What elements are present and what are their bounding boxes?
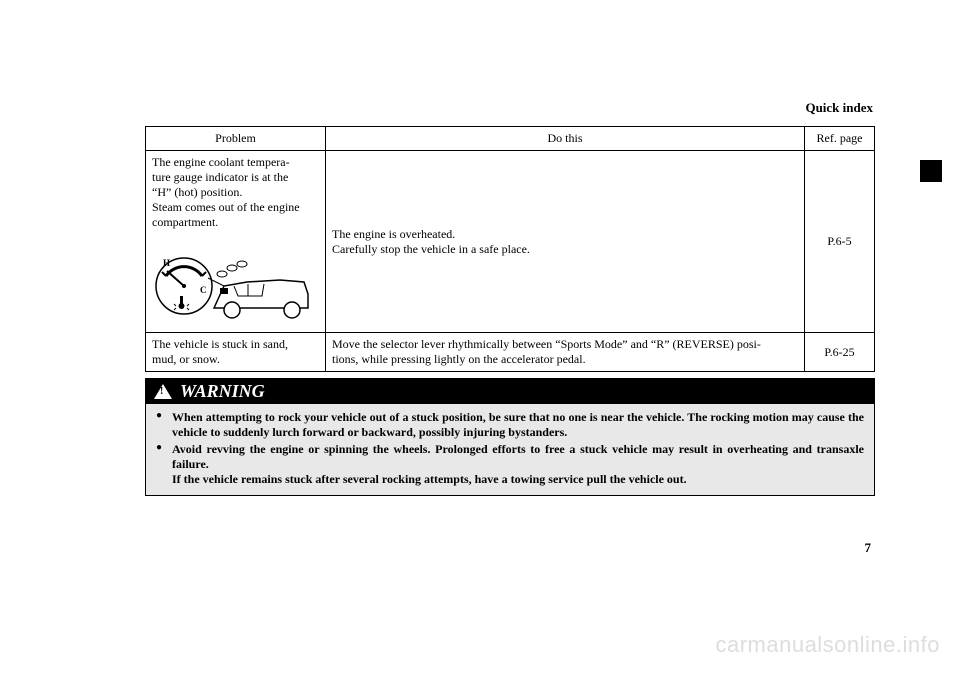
- warning-header: WARNING: [146, 379, 874, 404]
- problem-text: compartment.: [152, 215, 319, 230]
- warning-triangle-icon: [154, 384, 172, 399]
- troubleshoot-table: Problem Do this Ref. page The engine coo…: [145, 126, 875, 372]
- do-this-text: tions, while pressing lightly on the acc…: [332, 352, 798, 367]
- warning-item: Avoid revving the engine or spinning the…: [156, 442, 864, 487]
- do-this-text: Move the selector lever rhythmically bet…: [332, 337, 798, 352]
- watermark: carmanualsonline.info: [715, 632, 940, 658]
- th-ref-page: Ref. page: [805, 127, 875, 151]
- gauge-c-label: C: [200, 285, 207, 295]
- cell-do-this: Move the selector lever rhythmically bet…: [326, 333, 805, 372]
- warning-item: When attempting to rock your vehicle out…: [156, 410, 864, 440]
- do-this-text: The engine is overheated.: [332, 227, 798, 242]
- cell-problem: The vehicle is stuck in sand, mud, or sn…: [146, 333, 326, 372]
- problem-text: “H” (hot) position.: [152, 185, 319, 200]
- page-content: Quick index Problem Do this Ref. page Th…: [145, 100, 875, 496]
- problem-text: mud, or snow.: [152, 352, 319, 367]
- gauge-h-label: H: [163, 258, 170, 268]
- th-do-this: Do this: [326, 127, 805, 151]
- problem-text: Steam comes out of the engine: [152, 200, 319, 215]
- problem-text: The engine coolant tempera-: [152, 155, 319, 170]
- section-title: Quick index: [145, 100, 875, 116]
- warning-body: When attempting to rock your vehicle out…: [146, 404, 874, 495]
- page-number: 7: [865, 540, 872, 556]
- th-problem: Problem: [146, 127, 326, 151]
- problem-text: ture gauge indicator is at the: [152, 170, 319, 185]
- cell-problem: The engine coolant tempera- ture gauge i…: [146, 151, 326, 333]
- table-header-row: Problem Do this Ref. page: [146, 127, 875, 151]
- gauge-illustration: H C: [152, 238, 319, 328]
- cell-do-this: The engine is overheated. Carefully stop…: [326, 151, 805, 333]
- table-row: The vehicle is stuck in sand, mud, or sn…: [146, 333, 875, 372]
- section-tab: [920, 160, 942, 182]
- warning-box: WARNING When attempting to rock your veh…: [145, 378, 875, 496]
- cell-ref: P.6-5: [805, 151, 875, 333]
- cell-ref: P.6-25: [805, 333, 875, 372]
- do-this-text: Carefully stop the vehicle in a safe pla…: [332, 242, 798, 257]
- gauge-car-svg: H C: [152, 238, 312, 328]
- table-row: The engine coolant tempera- ture gauge i…: [146, 151, 875, 333]
- problem-text: The vehicle is stuck in sand,: [152, 337, 319, 352]
- warning-title: WARNING: [180, 381, 265, 402]
